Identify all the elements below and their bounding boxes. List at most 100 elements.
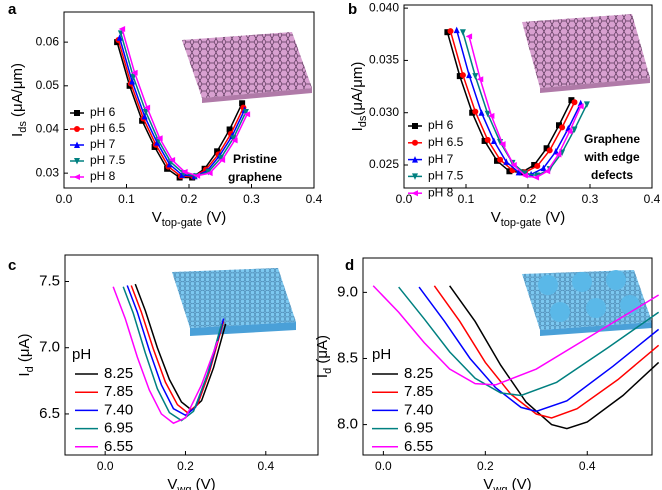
- marker: [494, 157, 500, 164]
- marker: [231, 137, 238, 144]
- marker: [205, 168, 212, 176]
- marker: [472, 108, 479, 115]
- legend-label: 7.40: [104, 401, 133, 418]
- marker: [499, 141, 506, 148]
- y-tick-label: 8.0: [337, 416, 358, 433]
- y-tick-label: 0.04: [36, 122, 60, 136]
- marker: [456, 73, 463, 80]
- marker: [226, 126, 233, 133]
- x-tick-label: 0.4: [257, 459, 274, 473]
- y-tick-label: 7.0: [39, 339, 60, 356]
- x-label-sub: top-gate: [501, 217, 541, 229]
- x-tick-label: 0.3: [243, 192, 260, 206]
- y-axis-label: Id (μA): [16, 333, 36, 376]
- panel-letter: c: [8, 257, 16, 274]
- marker: [577, 103, 584, 110]
- x-tick-label: 0.4: [579, 459, 596, 473]
- marker: [129, 77, 136, 85]
- marker: [484, 136, 491, 143]
- legend-label: 6.95: [404, 420, 433, 437]
- legend-label: pH 6.5: [428, 135, 464, 149]
- legend-label: 7.40: [404, 401, 433, 418]
- marker: [568, 97, 575, 104]
- marker: [217, 154, 224, 162]
- series-line: [372, 285, 660, 386]
- x-axis-label: Vwg (V): [167, 476, 215, 490]
- y-label-main: I: [314, 374, 331, 378]
- y-label-unit: (μA/μm): [349, 62, 366, 116]
- marker: [242, 109, 249, 116]
- y-label-main: I: [9, 133, 26, 137]
- y-tick-label: 0.040: [369, 0, 399, 14]
- legend-label: 7.85: [104, 383, 133, 400]
- marker: [510, 161, 517, 168]
- annotation: defects: [591, 168, 633, 182]
- marker: [116, 34, 123, 41]
- x-tick-label: 0.0: [56, 192, 73, 206]
- marker: [521, 170, 528, 177]
- marker: [472, 73, 479, 80]
- legend-title: pH: [72, 346, 91, 363]
- y-label-sub: d: [322, 368, 334, 374]
- legend-label: pH 6: [428, 118, 454, 132]
- x-label-sub: top-gate: [162, 217, 202, 229]
- series-line: [398, 286, 660, 397]
- y-axis-label: Ids(μA/μm): [349, 62, 369, 132]
- marker: [444, 29, 451, 36]
- inset-b: [522, 14, 650, 93]
- marker: [206, 170, 213, 177]
- marker: [453, 26, 460, 34]
- x-tick-label: 0.4: [644, 192, 661, 206]
- x-label-unit: (V): [507, 476, 531, 490]
- y-tick-label: 0.06: [36, 34, 60, 48]
- legend-label: 8.25: [404, 365, 433, 382]
- y-tick-label: 0.025: [369, 157, 399, 171]
- marker: [571, 126, 578, 133]
- marker: [166, 160, 173, 168]
- marker: [181, 168, 188, 175]
- marker: [243, 111, 251, 118]
- marker: [459, 29, 466, 36]
- legend-marker: [412, 173, 418, 180]
- marker: [478, 109, 485, 116]
- inset-a: [182, 32, 312, 103]
- marker: [559, 124, 566, 131]
- x-tick-label: 0.2: [520, 192, 537, 206]
- marker: [556, 122, 562, 129]
- marker: [131, 69, 138, 76]
- y-tick-label: 8.5: [337, 349, 358, 366]
- y-label-main: I: [349, 127, 366, 131]
- x-tick-label: 0.0: [375, 459, 392, 473]
- legend-label: 6.95: [104, 420, 133, 437]
- x-tick-label: 0.4: [306, 192, 323, 206]
- x-label-main: V: [152, 209, 162, 226]
- panel-letter: b: [348, 1, 357, 18]
- legend-marker: [74, 141, 80, 148]
- y-label-sub: ds: [357, 115, 369, 127]
- marker: [490, 137, 497, 144]
- x-tick-label: 0.0: [396, 192, 413, 206]
- x-tick-label: 0.1: [118, 192, 135, 206]
- marker: [469, 109, 476, 116]
- x-tick-label: 0.1: [458, 192, 475, 206]
- x-axis-label: Vtop-gate (V): [152, 209, 227, 229]
- series-line: [433, 285, 660, 419]
- marker: [154, 139, 161, 146]
- y-tick-label: 0.030: [369, 105, 399, 119]
- marker: [583, 101, 590, 108]
- x-tick-label: 0.2: [181, 192, 198, 206]
- y-tick-label: 7.5: [39, 272, 60, 289]
- series-line: [122, 286, 223, 422]
- y-label-main: I: [16, 372, 33, 376]
- marker: [168, 157, 176, 164]
- marker: [546, 147, 553, 154]
- marker: [193, 172, 201, 179]
- marker: [487, 112, 495, 119]
- marker: [540, 164, 547, 172]
- annotation: Graphene: [584, 132, 640, 146]
- legend-label: 6.55: [104, 438, 133, 455]
- marker: [506, 168, 513, 175]
- legend-label: pH 7: [428, 152, 454, 166]
- x-label-main: V: [167, 476, 177, 490]
